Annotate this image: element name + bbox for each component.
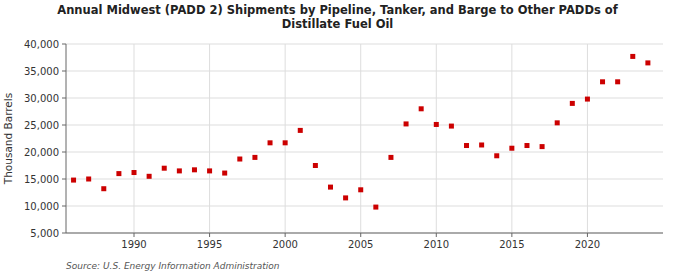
title-line: Annual Midwest (PADD 2) Shipments by Pip… — [57, 3, 618, 17]
point — [494, 153, 499, 158]
points — [71, 54, 650, 210]
y-tick-label: 20,000 — [24, 147, 59, 158]
y-grid-line — [66, 125, 663, 126]
y-tick-label: 10,000 — [24, 201, 59, 212]
point — [283, 140, 288, 145]
y-axis-label: Thousand Barrels — [2, 93, 14, 185]
y-grid-line — [66, 206, 663, 207]
point — [388, 155, 393, 160]
y-tick — [62, 179, 66, 180]
x-tick-label: 1990 — [121, 239, 146, 250]
y-tick-label: 25,000 — [24, 120, 59, 131]
point — [555, 120, 560, 125]
title-line: Distillate Fuel Oil — [282, 17, 394, 31]
y-grid-line — [66, 44, 663, 45]
point — [207, 168, 212, 173]
point — [419, 106, 424, 111]
y-grid-line — [66, 71, 663, 72]
x-grid-line — [209, 44, 210, 233]
chart-title: Annual Midwest (PADD 2) Shipments by Pip… — [57, 3, 618, 31]
y-tick — [62, 152, 66, 153]
point — [132, 170, 137, 175]
source-note: Source: U.S. Energy Information Administ… — [66, 261, 280, 271]
x-tick — [134, 233, 135, 237]
x-tick — [209, 233, 210, 237]
y-grid-line — [66, 98, 663, 99]
x-tick — [285, 233, 286, 237]
point — [449, 124, 454, 129]
x-tick — [360, 233, 361, 237]
x-grid-line — [587, 44, 588, 233]
y-tick-label: 35,000 — [24, 66, 59, 77]
y-tick-label: 15,000 — [24, 174, 59, 185]
y-grid-line — [66, 233, 663, 234]
point — [464, 143, 469, 148]
point — [222, 171, 227, 176]
point — [343, 195, 348, 200]
point — [600, 79, 605, 84]
y-tick-label: 40,000 — [24, 39, 59, 50]
point — [268, 140, 273, 145]
x-tick-label: 2010 — [424, 239, 449, 250]
grid — [66, 44, 663, 233]
point — [570, 101, 575, 106]
point — [630, 54, 635, 59]
chart-container: Annual Midwest (PADD 2) Shipments by Pip… — [0, 0, 675, 275]
x-grid-line — [511, 44, 512, 233]
point — [177, 168, 182, 173]
point — [192, 167, 197, 172]
point — [585, 97, 590, 102]
x-tick-label: 2020 — [575, 239, 600, 250]
x-grid-line — [134, 44, 135, 233]
point — [147, 174, 152, 179]
chart-svg: Annual Midwest (PADD 2) Shipments by Pip… — [0, 0, 675, 275]
y-tick — [62, 233, 66, 234]
point — [540, 144, 545, 149]
point — [298, 128, 303, 133]
y-tick — [62, 71, 66, 72]
x-tick — [587, 233, 588, 237]
point — [252, 155, 257, 160]
y-tick — [62, 125, 66, 126]
x-tick-label: 1995 — [197, 239, 222, 250]
point — [434, 122, 439, 127]
point — [71, 178, 76, 183]
point — [373, 205, 378, 210]
y-tick — [62, 98, 66, 99]
point — [615, 79, 620, 84]
point — [116, 171, 121, 176]
point — [645, 60, 650, 65]
point — [328, 185, 333, 190]
y-axis-line — [66, 44, 67, 233]
point — [162, 166, 167, 171]
x-tick-label: 2015 — [499, 239, 524, 250]
x-tick-label: 2000 — [272, 239, 297, 250]
axes: 1990 1995 2000 2005 2010 2015 2020 5,000 10,000 1… — [2, 39, 663, 251]
point — [524, 143, 529, 148]
point — [237, 157, 242, 162]
point — [358, 187, 363, 192]
x-tick-label: 2005 — [348, 239, 373, 250]
y-tick — [62, 44, 66, 45]
y-tick-label: 30,000 — [24, 93, 59, 104]
point — [479, 142, 484, 147]
y-grid-line — [66, 152, 663, 153]
x-axis-line — [66, 233, 663, 234]
y-tick-label: 5,000 — [30, 228, 59, 239]
x-grid-line — [360, 44, 361, 233]
point — [509, 146, 514, 151]
x-tick — [436, 233, 437, 237]
point — [101, 186, 106, 191]
point — [404, 121, 409, 126]
point — [313, 163, 318, 168]
y-grid-line — [66, 179, 663, 180]
y-tick — [62, 206, 66, 207]
x-grid-line — [285, 44, 286, 233]
x-grid-line — [436, 44, 437, 233]
point — [86, 177, 91, 182]
x-tick — [511, 233, 512, 237]
